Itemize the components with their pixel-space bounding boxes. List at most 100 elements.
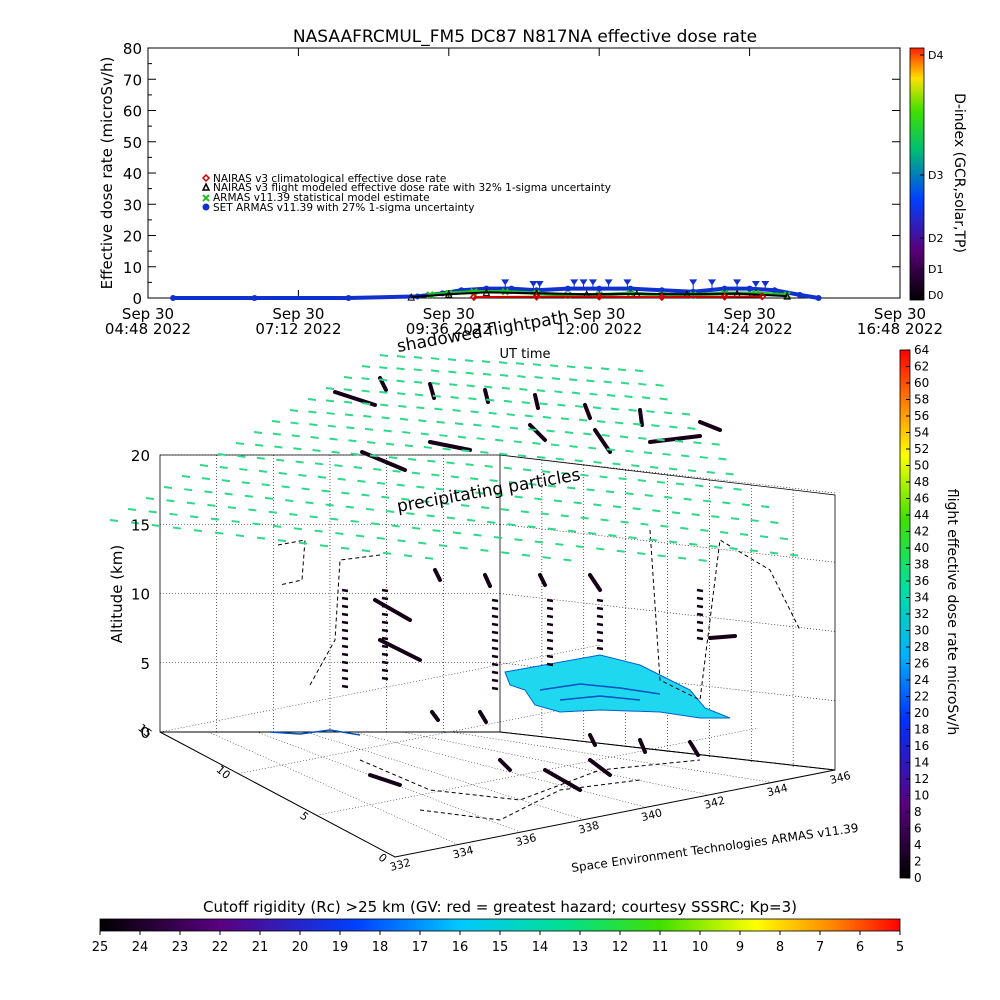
dose-tick-label: 32 — [914, 607, 929, 621]
series-point — [796, 291, 803, 298]
particle — [740, 533, 749, 537]
particle — [671, 511, 681, 515]
particle — [274, 445, 283, 449]
particle — [386, 510, 395, 513]
particle — [575, 545, 584, 549]
particle — [464, 359, 474, 363]
particle — [172, 526, 182, 530]
particle — [326, 411, 335, 415]
floor-gridline — [402, 731, 710, 796]
particle — [362, 402, 371, 406]
particle — [307, 398, 317, 401]
particle — [514, 495, 523, 499]
particle — [327, 424, 336, 428]
particle — [459, 546, 468, 550]
particle — [248, 508, 257, 512]
particle — [452, 408, 461, 412]
flight-segment — [638, 738, 647, 754]
column-marker — [491, 606, 499, 611]
particle — [293, 447, 302, 451]
particle — [519, 387, 528, 391]
series-point — [482, 288, 491, 296]
particle — [586, 379, 595, 383]
3d-map-region — [504, 654, 731, 719]
column-marker — [341, 620, 349, 625]
particle — [346, 426, 355, 430]
particle — [750, 519, 759, 523]
particle — [508, 480, 518, 484]
column-marker — [341, 604, 349, 609]
flight-segment — [433, 568, 442, 582]
particle — [668, 540, 678, 544]
particle — [460, 504, 470, 508]
particle — [221, 479, 230, 483]
particle — [379, 390, 388, 394]
z-gridline-side — [499, 454, 836, 494]
column-marker — [491, 638, 499, 643]
rc-tick-label: 14 — [532, 940, 549, 955]
particle — [379, 366, 388, 370]
particle — [608, 534, 617, 537]
particle — [634, 369, 644, 373]
rc-tick-label: 15 — [492, 940, 509, 955]
particle — [569, 378, 578, 382]
rc-tick-label: 17 — [412, 940, 429, 955]
particle — [355, 534, 365, 538]
particle — [583, 432, 592, 436]
particle — [633, 422, 642, 426]
particle — [507, 523, 516, 527]
flight-segment — [498, 758, 512, 772]
particle — [648, 538, 657, 542]
series-line — [411, 291, 788, 299]
particle — [711, 442, 720, 446]
column-marker — [491, 598, 499, 603]
particle — [599, 475, 608, 479]
column-marker — [381, 628, 389, 633]
z-tick-label: 15 — [131, 516, 150, 534]
particle — [361, 377, 370, 381]
rc-tick-label: 10 — [692, 940, 709, 955]
particle — [532, 441, 541, 445]
particle — [214, 531, 224, 535]
particle — [411, 526, 421, 530]
particle — [418, 419, 427, 423]
dose-tick-label: 52 — [914, 442, 929, 456]
particle — [219, 465, 228, 469]
particle — [231, 520, 240, 524]
flight-trace — [359, 759, 701, 801]
particle — [309, 515, 318, 519]
particle — [618, 477, 627, 481]
column-marker — [381, 588, 389, 593]
particle — [427, 459, 436, 463]
particle — [278, 471, 287, 475]
particle — [430, 357, 440, 361]
x-tick-label-date: Sep 30 — [874, 305, 926, 323]
particle — [438, 544, 448, 548]
particle — [181, 475, 191, 478]
top-series-layer — [170, 279, 822, 302]
particle — [309, 423, 318, 427]
series-point — [508, 285, 515, 292]
z-tick-label: 10 — [131, 586, 150, 604]
particle — [589, 392, 598, 396]
particle — [424, 556, 434, 560]
particle — [446, 461, 455, 465]
particle — [521, 401, 530, 405]
particle — [547, 484, 556, 488]
rc-tick-label: 6 — [856, 940, 864, 955]
column-marker — [381, 668, 389, 673]
particle — [383, 429, 392, 433]
particle — [616, 549, 625, 553]
column-marker — [696, 596, 704, 601]
floor-gridline — [499, 731, 836, 771]
z-tick-label: 5 — [140, 655, 150, 673]
particle — [664, 495, 673, 499]
series-point — [771, 287, 778, 294]
floor-gridline — [305, 731, 584, 820]
particle — [244, 494, 253, 498]
particle — [518, 454, 527, 458]
particle — [593, 503, 602, 507]
rc-tick-label: 20 — [292, 940, 309, 955]
y-tick-label: 40 — [123, 165, 142, 183]
